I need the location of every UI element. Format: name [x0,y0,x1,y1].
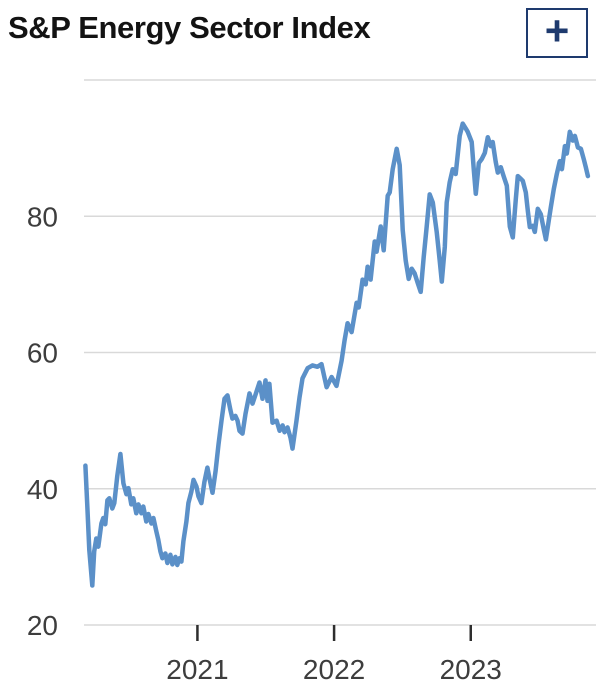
y-axis-label: 80 [27,201,58,232]
expand-button[interactable]: + [526,8,588,58]
price-line [83,121,591,588]
x-axis-label: 2021 [166,654,228,685]
y-axis-label: 60 [27,338,58,369]
chart-header: S&P Energy Sector Index + [0,0,600,70]
chart-title: S&P Energy Sector Index [8,10,371,45]
y-axis-label: 40 [27,474,58,505]
x-axis-label: 2023 [440,654,502,685]
y-axis-label: 20 [27,610,58,641]
plus-icon: + [544,7,570,54]
x-axis-label: 2022 [303,654,365,685]
